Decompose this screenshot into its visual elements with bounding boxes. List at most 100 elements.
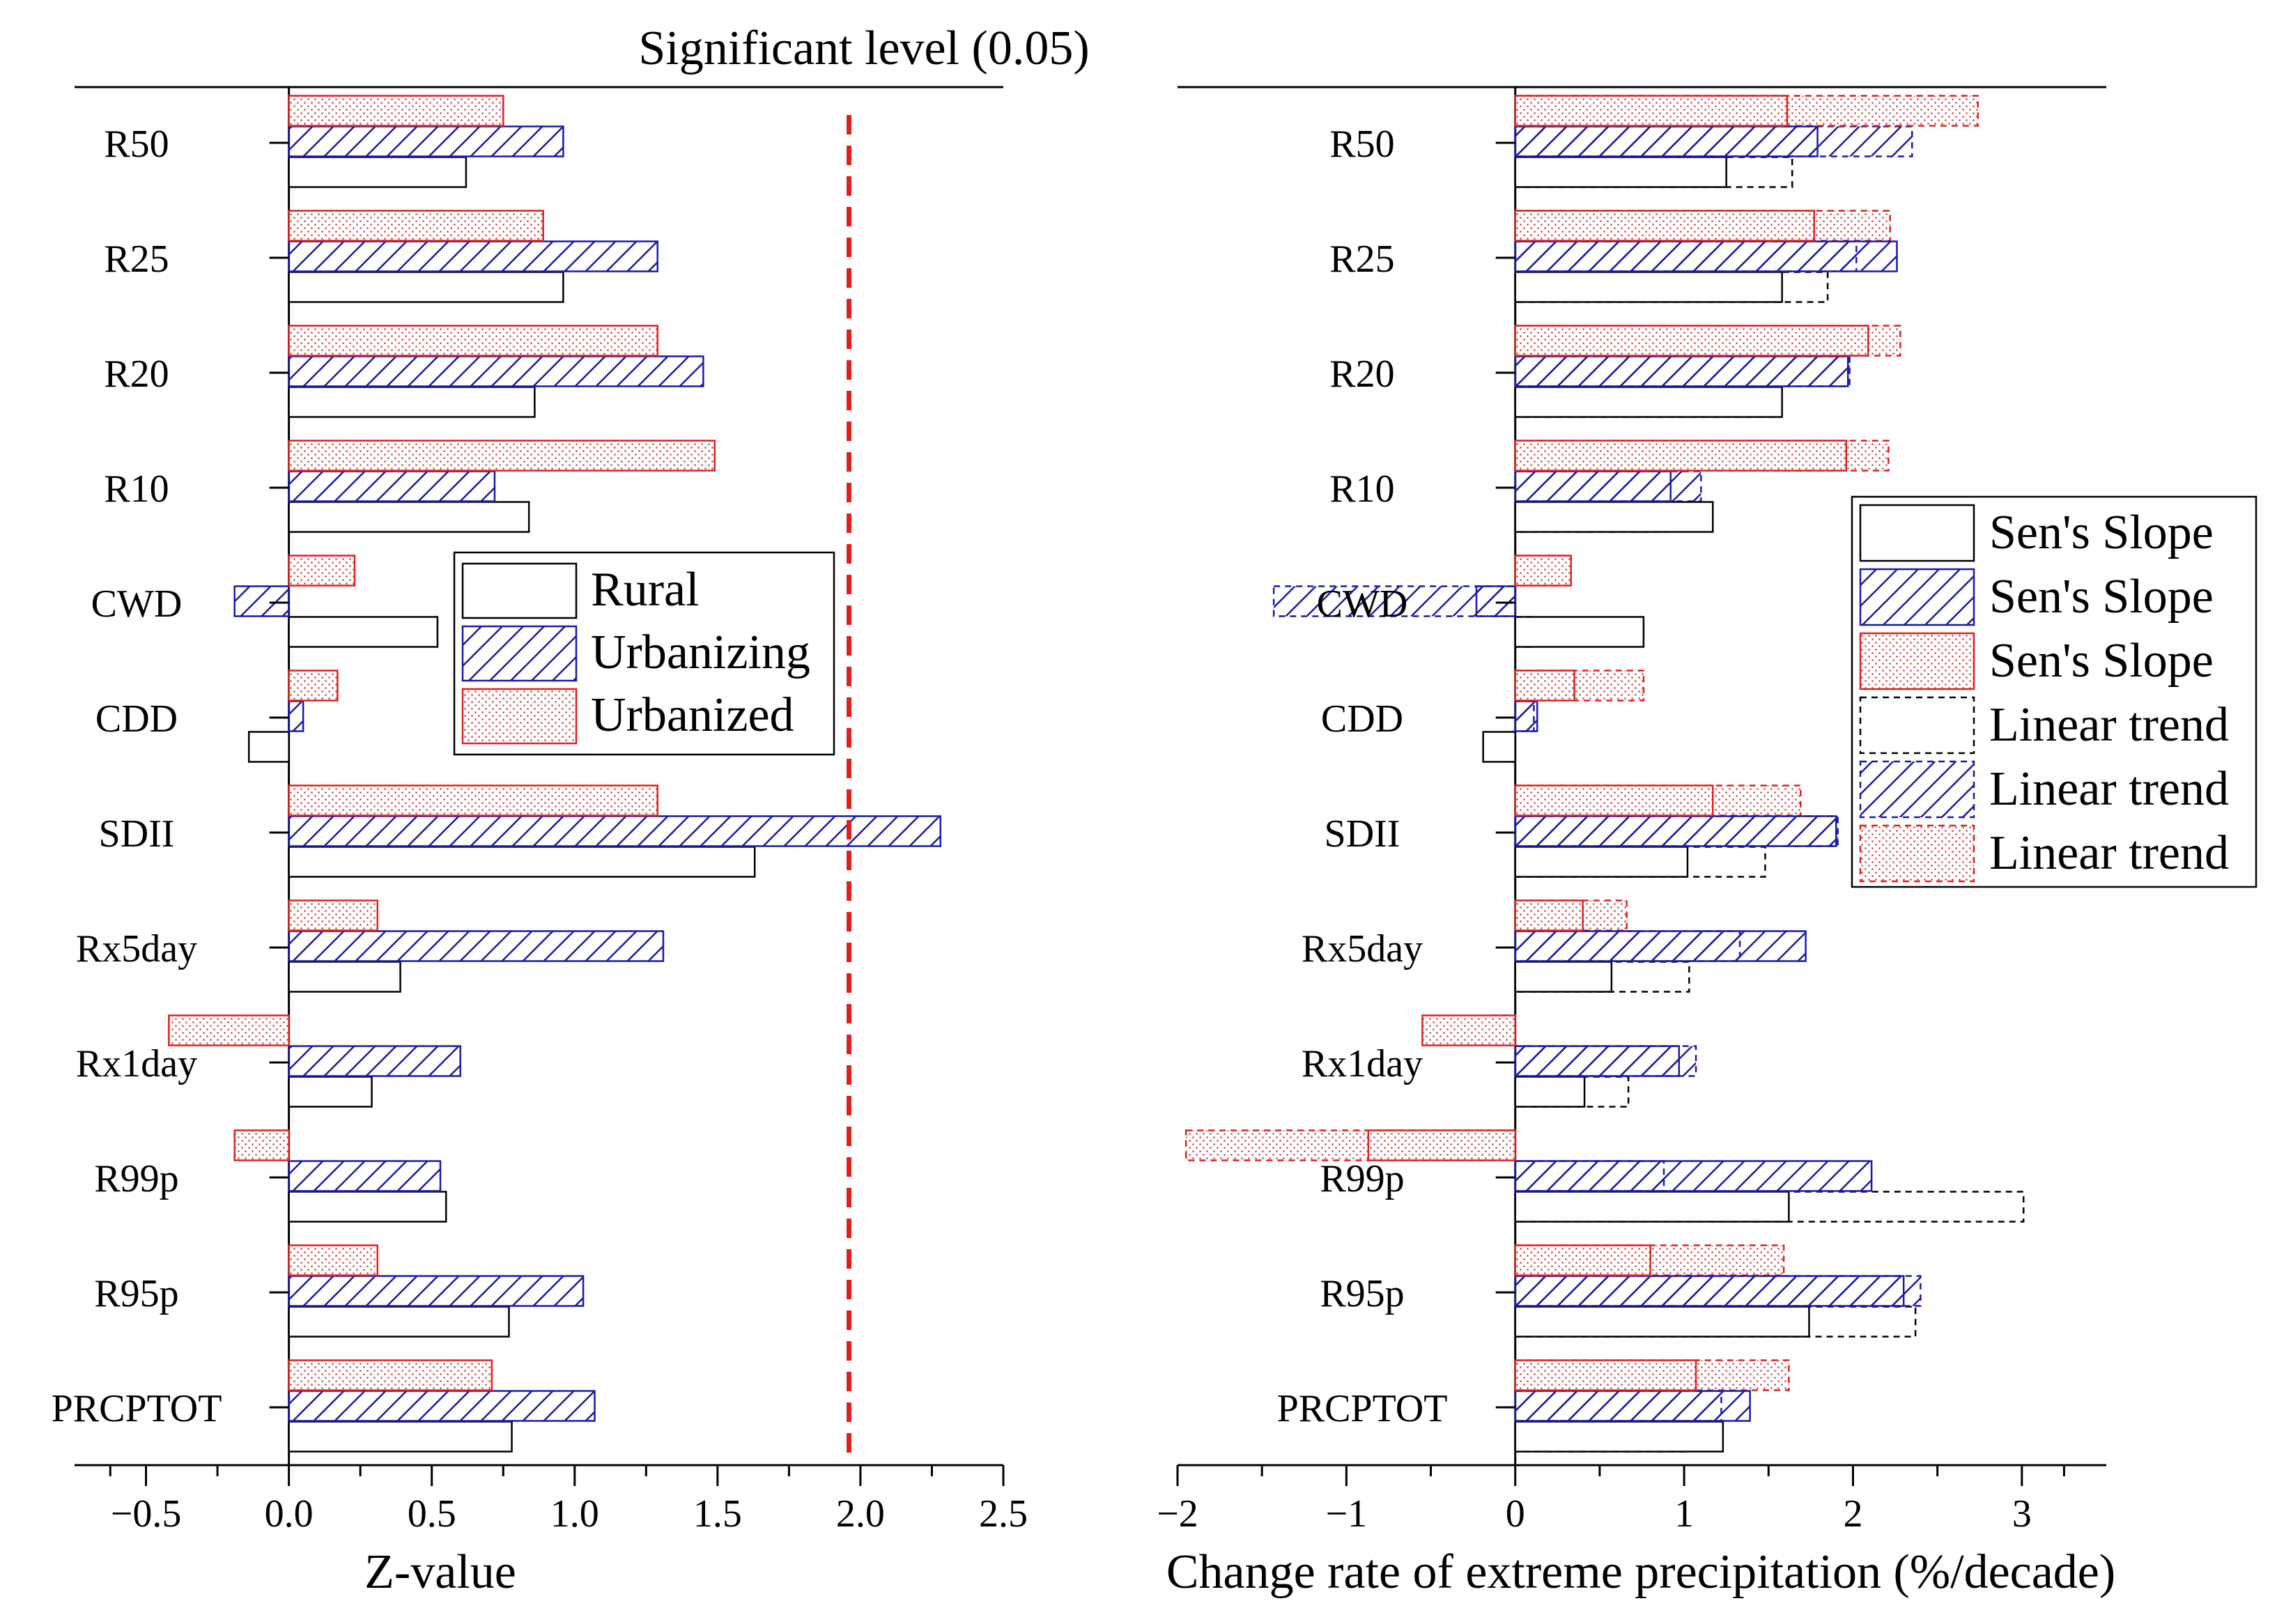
bar-urbanized-dots-r25 — [1514, 210, 1815, 242]
category-label-r10: R10 — [1329, 467, 1394, 511]
bar-rural-outline-r99p — [288, 1191, 447, 1223]
x-tick-label: 0.0 — [265, 1492, 314, 1536]
legend-label-urbanized: Urbanized — [591, 688, 794, 742]
bar-urbanizing-hatch-prcptot — [1514, 1390, 1751, 1422]
x-tick-label: −0.5 — [111, 1492, 182, 1536]
bar-urbanizing-hatch-rx1day — [1514, 1045, 1681, 1077]
bar-urbanizing-hatch-cdd — [288, 700, 304, 732]
legend-swatch-urbanized — [461, 688, 578, 745]
category-label-sdii: SDII — [1325, 812, 1400, 856]
legend-swatch-4 — [1859, 760, 1975, 819]
bar-rural-outline-r50 — [1514, 156, 1727, 188]
x-tick-label: 1.5 — [693, 1492, 742, 1536]
category-label-rx5day: Rx5day — [76, 927, 197, 970]
bar-urbanized-dots-r10 — [288, 440, 716, 472]
bar-urbanized-dots-prcptot — [1514, 1359, 1697, 1391]
bar-rural-outline-r10 — [1514, 501, 1714, 533]
chart-title: Significant level (0.05) — [638, 22, 1089, 75]
bar-rural-outline-prcptot — [1514, 1421, 1724, 1453]
bar-rural-outline-r20 — [288, 386, 536, 418]
legend-swatch-1 — [1859, 568, 1975, 626]
bar-rural-outline-cwd — [1514, 616, 1645, 648]
bar-urbanized-dots-r25 — [288, 210, 544, 242]
category-label-r20: R20 — [104, 353, 169, 396]
legend-swatch-0 — [1859, 504, 1975, 562]
legend-swatch-rural — [461, 562, 578, 619]
category-label-sdii: SDII — [99, 812, 175, 856]
legend-label-0: Sen's Slope — [1989, 506, 2214, 559]
bar-rural-outline-r10 — [288, 501, 530, 533]
bar-urbanized-dots-cwd — [288, 555, 356, 587]
bar-urbanizing-hatch-r25 — [288, 240, 658, 272]
bar-urbanized-dots-prcptot — [288, 1359, 493, 1391]
category-label-r50: R50 — [104, 123, 169, 166]
bar-urbanizing-hatch-sdii — [1514, 815, 1837, 847]
bar-urbanized-dots-r10 — [1514, 440, 1848, 472]
category-label-cwd: CWD — [91, 582, 183, 626]
bar-rural-outline-sdii — [1514, 846, 1689, 878]
bar-urbanized-dots-r50 — [1514, 95, 1789, 127]
bar-rural-outline-prcptot — [288, 1421, 513, 1453]
bar-urbanizing-hatch-r95p — [288, 1275, 585, 1307]
x-tick-label: −1 — [1326, 1492, 1368, 1536]
category-label-r99p: R99p — [94, 1157, 178, 1200]
bar-urbanized-dots-sdii — [288, 784, 658, 817]
category-label-r20: R20 — [1329, 353, 1394, 396]
legend-swatch-urbanizing — [461, 625, 578, 682]
bar-urbanized-dots-cwd — [1514, 555, 1572, 587]
bar-rural-outline-rx1day — [288, 1076, 373, 1108]
category-label-prcptot: PRCPTOT — [52, 1387, 222, 1430]
legend: Rural Urbanizing Urbanized — [453, 551, 835, 756]
category-label-r50: R50 — [1329, 123, 1394, 166]
category-label-rx1day: Rx1day — [1302, 1042, 1423, 1085]
legend-label-1: Sen's Slope — [1989, 570, 2214, 624]
bar-urbanized-dots-r99p — [233, 1129, 290, 1161]
category-label-rx5day: Rx5day — [1302, 927, 1423, 970]
x-axis-title: Z-value — [364, 1545, 516, 1599]
bar-urbanizing-hatch-r20 — [288, 355, 704, 387]
bar-rural-outline-rx1day — [1514, 1076, 1586, 1108]
bar-urbanized-dots-r99p — [1367, 1129, 1516, 1161]
bar-urbanized-dots-r50 — [288, 95, 504, 127]
bar-urbanizing-hatch-sdii — [288, 815, 942, 847]
bar-rural-outline-cwd — [288, 616, 439, 648]
bar-urbanized-dots-rx1day — [1421, 1014, 1516, 1046]
bar-urbanizing-hatch-r99p — [288, 1160, 442, 1192]
category-label-cdd: CDD — [95, 697, 178, 741]
bar-rural-outline-r50 — [288, 156, 468, 188]
category-label-r10: R10 — [104, 467, 169, 511]
bar-urbanized-dots-sdii — [1514, 784, 1714, 817]
bar-urbanizing-hatch-rx1day — [288, 1045, 461, 1077]
x-tick-label: 0.5 — [408, 1492, 456, 1536]
legend-label-rural: Rural — [591, 563, 700, 617]
bar-urbanizing-hatch-rx5day — [288, 930, 665, 962]
bar-rural-outline-r99p — [1514, 1191, 1790, 1223]
category-label-r25: R25 — [1329, 238, 1394, 281]
bar-urbanizing-hatch-r25 — [1514, 240, 1898, 272]
bar-urbanized-dots-rx5day — [1514, 899, 1584, 931]
bar-rural-outline-rx5day — [288, 961, 401, 993]
x-tick-label: 1 — [1674, 1492, 1694, 1536]
bar-urbanizing-dashed-hatch-cwd — [1272, 585, 1516, 617]
bar-urbanized-dots-cdd — [1514, 670, 1575, 702]
bar-urbanized-dots-r95p — [1514, 1244, 1651, 1276]
bar-urbanizing-hatch-r50 — [288, 125, 564, 157]
category-label-r95p: R95p — [1320, 1272, 1404, 1315]
category-label-rx1day: Rx1day — [76, 1042, 197, 1085]
bar-urbanized-dots-r20 — [288, 325, 658, 357]
bar-rural-outline-r95p — [1514, 1306, 1810, 1338]
category-label-r95p: R95p — [94, 1272, 178, 1315]
category-label-cdd: CDD — [1321, 697, 1403, 741]
x-tick-label: 2 — [1843, 1492, 1862, 1536]
x-tick-label: 3 — [2012, 1492, 2032, 1536]
bar-urbanizing-hatch-r10 — [1514, 470, 1672, 502]
bar-urbanizing-hatch-r95p — [1514, 1275, 1905, 1307]
bar-rural-outline-sdii — [288, 846, 756, 878]
legend: Sen's Slope Sen's Slope Sen's Slope Linear … — [1851, 495, 2257, 888]
legend-swatch-5 — [1859, 824, 1975, 883]
bar-rural-outline-r95p — [288, 1306, 510, 1338]
bar-rural-outline-rx5day — [1514, 961, 1613, 993]
legend-label-5: Linear trend — [1989, 826, 2229, 880]
bar-rural-outline-r25 — [288, 271, 564, 303]
